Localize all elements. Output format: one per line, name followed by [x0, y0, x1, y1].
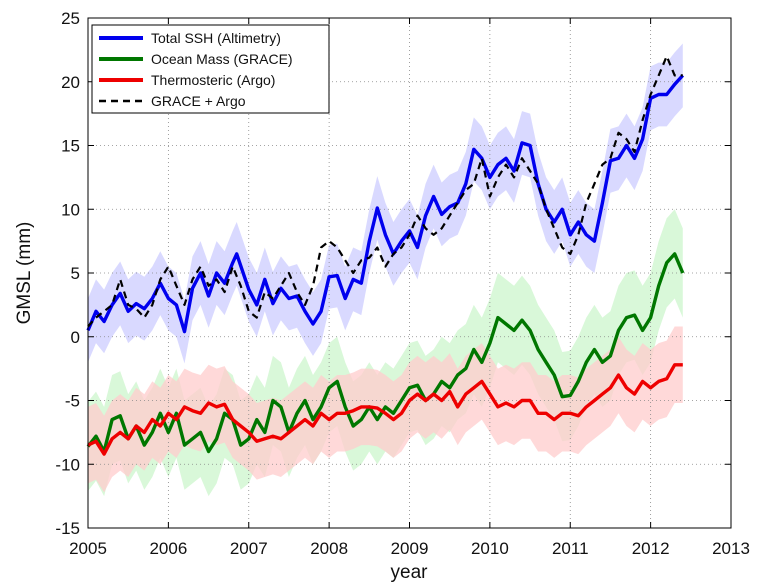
y-tick-label: 5	[71, 264, 80, 283]
legend: Total SSH (Altimetry) Ocean Mass (GRACE)…	[91, 24, 330, 114]
series-line-grace-argo	[87, 55, 683, 328]
x-tick-label: 2006	[149, 539, 187, 558]
x-tick-label: 2008	[310, 539, 348, 558]
legend-label-thermosteric: Thermosteric (Argo)	[151, 72, 275, 88]
y-tick-label: 15	[61, 137, 80, 156]
y-axis-title: GMSL (mm)	[14, 222, 35, 325]
tick-labels-layer: 2005 2006 2007 2008 2009 2010 2011 2012 2013-15-…	[55, 9, 749, 558]
y-tick-label: 20	[61, 73, 80, 92]
x-tick-label: 2005	[69, 539, 107, 558]
x-tick-label: 2012	[632, 539, 670, 558]
y-tick-label: -15	[55, 519, 80, 538]
series-line-total-ssh-altimetry	[86, 74, 685, 334]
x-tick-label: 2013	[712, 539, 750, 558]
y-tick-label: 25	[61, 9, 80, 28]
series-line-thermosteric-argo	[87, 363, 683, 456]
legend-label-total-ssh: Total SSH (Altimetry)	[151, 30, 281, 46]
x-tick-label: 2007	[230, 539, 268, 558]
lines-layer	[86, 55, 685, 456]
y-tick-label: -5	[65, 392, 80, 411]
band-total-ssh-altimetry	[88, 43, 683, 364]
x-tick-label: 2009	[391, 539, 429, 558]
x-tick-label: 2010	[471, 539, 509, 558]
y-tick-label: 0	[71, 328, 80, 347]
x-axis-title: year	[391, 562, 429, 583]
legend-label-ocean-mass: Ocean Mass (GRACE)	[151, 51, 293, 67]
x-tick-label: 2011	[552, 539, 589, 558]
ticks-layer	[87, 17, 732, 529]
legend-label-grace-argo: GRACE + Argo	[151, 93, 246, 109]
y-tick-label: 10	[61, 200, 80, 219]
series-line-ocean-mass-grace	[86, 252, 685, 454]
y-tick-label: -10	[55, 455, 80, 474]
